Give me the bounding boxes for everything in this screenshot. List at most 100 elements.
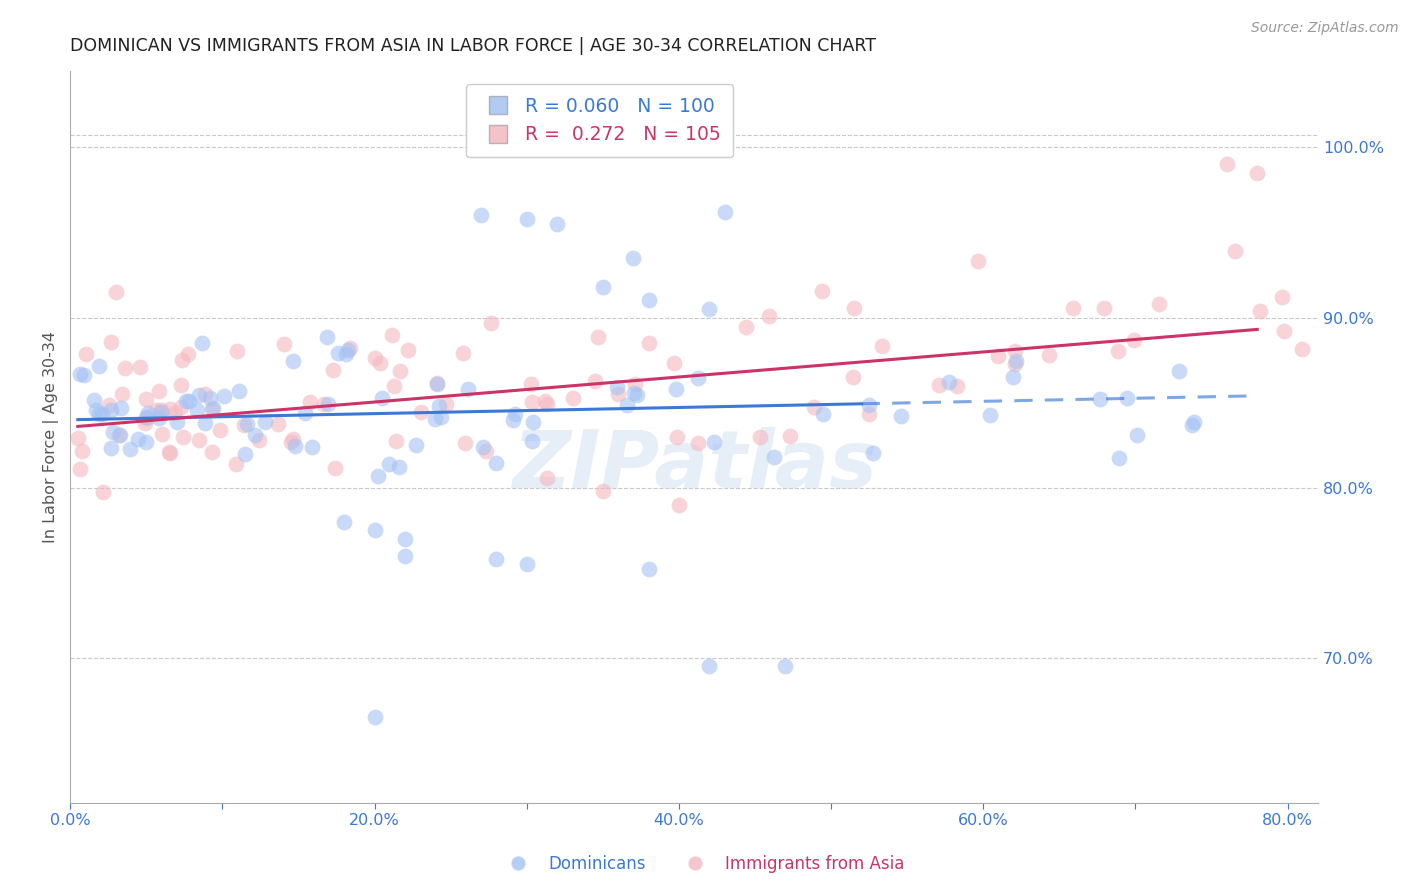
Point bbox=[522, 415, 544, 429]
Point bbox=[104, 285, 127, 299]
Point bbox=[315, 329, 337, 343]
Point bbox=[626, 388, 648, 402]
Point bbox=[479, 316, 502, 330]
Point bbox=[749, 430, 772, 444]
Point bbox=[1004, 357, 1026, 371]
Point bbox=[592, 280, 614, 294]
Point bbox=[520, 377, 543, 392]
Point bbox=[946, 378, 969, 392]
Point bbox=[1062, 301, 1084, 315]
Point bbox=[384, 434, 406, 449]
Point bbox=[664, 356, 686, 370]
Point bbox=[136, 406, 159, 420]
Point bbox=[232, 417, 254, 432]
Point bbox=[1181, 418, 1204, 433]
Text: DOMINICAN VS IMMIGRANTS FROM ASIA IN LABOR FORCE | AGE 30-34 CORRELATION CHART: DOMINICAN VS IMMIGRANTS FROM ASIA IN LAB… bbox=[70, 37, 876, 55]
Point bbox=[394, 549, 416, 563]
Point bbox=[228, 384, 250, 398]
Point bbox=[427, 399, 450, 413]
Point bbox=[1122, 333, 1144, 347]
Point bbox=[502, 412, 524, 426]
Point bbox=[533, 394, 555, 409]
Point bbox=[928, 377, 950, 392]
Point bbox=[516, 211, 538, 226]
Point bbox=[451, 346, 474, 360]
Point bbox=[434, 397, 457, 411]
Point bbox=[318, 397, 340, 411]
Legend: R = 0.060   N = 100, R =  0.272   N = 105: R = 0.060 N = 100, R = 0.272 N = 105 bbox=[467, 84, 734, 157]
Point bbox=[127, 432, 149, 446]
Point bbox=[247, 434, 270, 448]
Point bbox=[148, 384, 170, 398]
Point bbox=[396, 343, 419, 358]
Point bbox=[1167, 364, 1189, 378]
Point bbox=[69, 367, 91, 381]
Point bbox=[872, 339, 894, 353]
Point bbox=[201, 444, 224, 458]
Legend: Dominicans, Immigrants from Asia: Dominicans, Immigrants from Asia bbox=[495, 848, 911, 880]
Point bbox=[1249, 304, 1271, 318]
Point bbox=[170, 377, 193, 392]
Point bbox=[370, 391, 392, 405]
Point bbox=[163, 406, 186, 420]
Point bbox=[108, 427, 131, 442]
Point bbox=[70, 444, 93, 458]
Point bbox=[471, 440, 494, 454]
Point bbox=[1107, 343, 1129, 358]
Point bbox=[233, 447, 256, 461]
Point bbox=[583, 374, 606, 388]
Point bbox=[858, 407, 880, 421]
Point bbox=[87, 407, 110, 421]
Point bbox=[1108, 451, 1130, 466]
Point bbox=[299, 395, 322, 409]
Point bbox=[100, 335, 122, 350]
Point bbox=[409, 405, 432, 419]
Point bbox=[188, 433, 211, 447]
Point bbox=[339, 341, 361, 355]
Point bbox=[281, 432, 304, 446]
Point bbox=[713, 205, 735, 219]
Point bbox=[135, 392, 157, 406]
Point bbox=[281, 354, 304, 368]
Y-axis label: In Labor Force | Age 30-34: In Labor Force | Age 30-34 bbox=[44, 331, 59, 542]
Point bbox=[157, 445, 180, 459]
Point bbox=[1246, 166, 1268, 180]
Point bbox=[1271, 289, 1294, 303]
Point bbox=[967, 254, 990, 268]
Point bbox=[75, 347, 97, 361]
Point bbox=[198, 391, 221, 405]
Point bbox=[735, 319, 758, 334]
Point bbox=[485, 456, 508, 470]
Point bbox=[1147, 296, 1170, 310]
Point bbox=[405, 438, 427, 452]
Point bbox=[470, 208, 492, 222]
Point bbox=[686, 435, 709, 450]
Point bbox=[322, 363, 344, 377]
Point bbox=[858, 398, 880, 412]
Point bbox=[209, 423, 232, 437]
Point bbox=[98, 398, 121, 412]
Point bbox=[666, 430, 689, 444]
Point bbox=[118, 442, 141, 456]
Point bbox=[699, 301, 721, 316]
Point bbox=[111, 387, 134, 401]
Point bbox=[135, 409, 157, 424]
Point bbox=[148, 411, 170, 425]
Point bbox=[129, 359, 152, 374]
Point bbox=[150, 427, 173, 442]
Point bbox=[378, 457, 401, 471]
Point bbox=[430, 410, 453, 425]
Point bbox=[1038, 347, 1060, 361]
Point bbox=[979, 408, 1001, 422]
Point bbox=[426, 377, 449, 392]
Point bbox=[637, 562, 659, 576]
Point bbox=[170, 353, 193, 368]
Point bbox=[454, 435, 477, 450]
Point bbox=[1184, 415, 1206, 429]
Point bbox=[381, 328, 404, 343]
Point bbox=[91, 485, 114, 500]
Point bbox=[842, 370, 865, 384]
Point bbox=[84, 403, 107, 417]
Point bbox=[394, 532, 416, 546]
Point bbox=[811, 407, 834, 421]
